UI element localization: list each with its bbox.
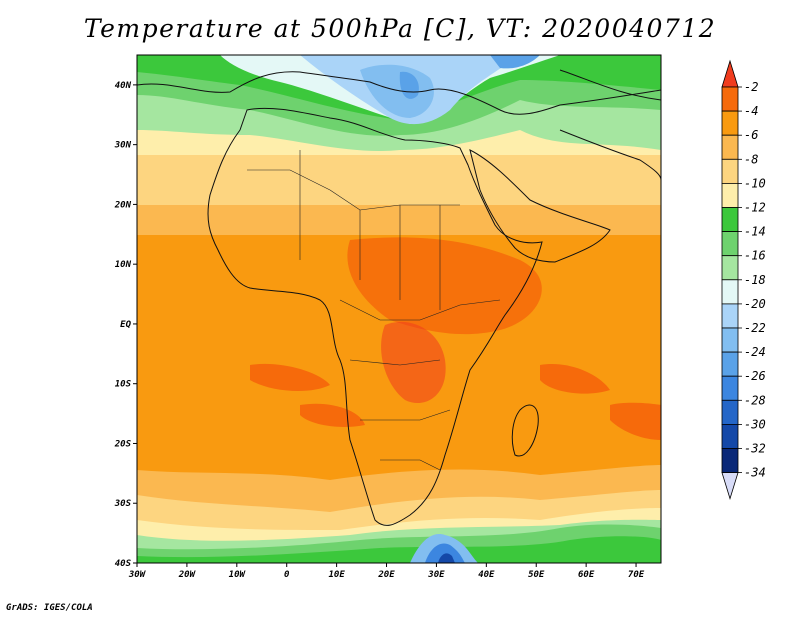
colorbar-swatch bbox=[721, 448, 739, 474]
colorbar-label: -22 bbox=[744, 321, 766, 335]
colorbar-swatch bbox=[721, 327, 739, 353]
colorbar-label: -6 bbox=[744, 128, 758, 142]
colorbar-label: -34 bbox=[744, 466, 766, 480]
lon-tick-label: 10E bbox=[328, 570, 345, 580]
colorbar-swatch bbox=[721, 472, 739, 500]
colorbar-swatch bbox=[721, 255, 739, 281]
colorbar-swatch bbox=[721, 231, 739, 257]
lon-tick-label: 70E bbox=[628, 570, 645, 580]
lat-tick-label: 10N bbox=[115, 260, 132, 270]
lon-tick-label: 30E bbox=[427, 570, 445, 580]
country-borders bbox=[247, 150, 501, 471]
grads-credit: GrADS: IGES/COLA bbox=[6, 603, 93, 613]
colorbar-label: -30 bbox=[744, 417, 766, 431]
map-title: Temperature at 500hPa [C], VT: 202004071… bbox=[83, 14, 717, 43]
colorbar-label: -16 bbox=[744, 249, 766, 263]
colorbar-swatch bbox=[721, 375, 739, 401]
colorbar-label: -12 bbox=[744, 201, 766, 215]
colorbar-legend: -2 -4 -6 -8 -10 -12 -14 -16 -18 -20 -22 -24 -26 -28 -3… bbox=[721, 59, 766, 500]
lon-tick-label: 20W bbox=[178, 570, 197, 580]
lat-tick-label: 40S bbox=[115, 559, 132, 569]
lat-tick-label: 20S bbox=[114, 439, 132, 449]
colorbar-label: -4 bbox=[744, 104, 758, 118]
colorbar-swatch bbox=[721, 59, 739, 88]
lat-tick-label: 30N bbox=[114, 141, 132, 151]
colorbar-swatch bbox=[721, 303, 739, 329]
coastlines bbox=[137, 69, 661, 526]
colorbar-swatch bbox=[721, 423, 739, 449]
lon-tick-label: 0 bbox=[284, 570, 290, 580]
colorbar-label: -10 bbox=[744, 176, 766, 190]
colorbar-label: -18 bbox=[744, 273, 766, 287]
longitude-axis: 30W 20W 10W 0 10E 20E 30E 40E 50E 60E 70E bbox=[128, 563, 645, 580]
colorbar-swatch bbox=[721, 207, 739, 233]
lon-tick-label: 10W bbox=[229, 570, 247, 580]
lat-tick-label: EQ bbox=[120, 320, 131, 330]
lon-tick-label: 30W bbox=[128, 570, 147, 580]
lat-tick-label: 20N bbox=[114, 200, 132, 210]
colorbar-swatch bbox=[721, 399, 739, 425]
lon-tick-label: 60E bbox=[578, 570, 595, 580]
colorbar-swatch bbox=[721, 182, 739, 208]
colorbar-swatch bbox=[721, 158, 739, 184]
colorbar-swatch bbox=[721, 134, 739, 160]
lat-tick-label: 40N bbox=[115, 81, 132, 91]
colorbar-label: -24 bbox=[744, 345, 766, 359]
map-frame bbox=[136, 54, 662, 564]
colorbar-label: -2 bbox=[744, 80, 758, 94]
colorbar-label: -28 bbox=[744, 393, 766, 407]
temperature-field bbox=[137, 55, 661, 563]
colorbar-label: -8 bbox=[744, 152, 758, 166]
lat-tick-label: 10S bbox=[115, 380, 132, 390]
latitude-axis: 40N 30N 20N 10N EQ 10S 20S 30S 40S bbox=[114, 81, 137, 569]
lat-tick-label: 30S bbox=[114, 499, 132, 509]
colorbar-swatch bbox=[721, 110, 739, 136]
lon-tick-label: 50E bbox=[528, 570, 545, 580]
lon-tick-label: 40E bbox=[478, 570, 495, 580]
colorbar-label: -26 bbox=[744, 369, 766, 383]
colorbar-swatch bbox=[721, 86, 739, 112]
colorbar-swatch bbox=[721, 351, 739, 377]
colorbar-label: -14 bbox=[744, 225, 766, 239]
colorbar-label: -20 bbox=[744, 297, 766, 311]
lon-tick-label: 20E bbox=[377, 570, 395, 580]
colorbar-swatch bbox=[721, 279, 739, 305]
colorbar-label: -32 bbox=[744, 442, 766, 456]
